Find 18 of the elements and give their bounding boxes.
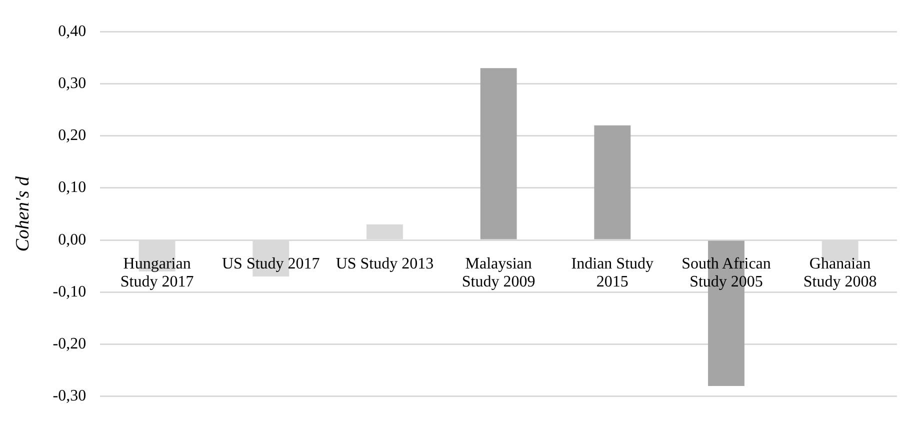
y-tick-label: 0,20 bbox=[58, 127, 86, 144]
x-tick-label: Hungarian Study 2017 bbox=[120, 255, 194, 290]
x-tick-label: Indian Study 2015 bbox=[571, 255, 654, 290]
y-axis-title: Cohen's d bbox=[12, 176, 34, 252]
bar bbox=[480, 68, 517, 240]
y-tick-label: 0,40 bbox=[58, 22, 86, 40]
x-tick-label: US Study 2013 bbox=[336, 255, 434, 272]
y-tick-label: 0,00 bbox=[58, 231, 86, 248]
y-tick-label: 0,10 bbox=[58, 179, 86, 196]
x-tick-label: US Study 2017 bbox=[222, 255, 320, 272]
y-tick-label: 0,30 bbox=[58, 74, 86, 92]
x-tick-label: Ghanaian Study 2008 bbox=[803, 255, 877, 290]
y-tick-label: -0,30 bbox=[52, 388, 86, 405]
x-tick-label: South African Study 2005 bbox=[682, 255, 771, 290]
bar bbox=[594, 125, 631, 240]
x-tick-label: Malaysian Study 2009 bbox=[462, 255, 536, 290]
y-tick-label: -0,20 bbox=[52, 335, 86, 352]
y-tick-label: -0,10 bbox=[52, 283, 86, 300]
